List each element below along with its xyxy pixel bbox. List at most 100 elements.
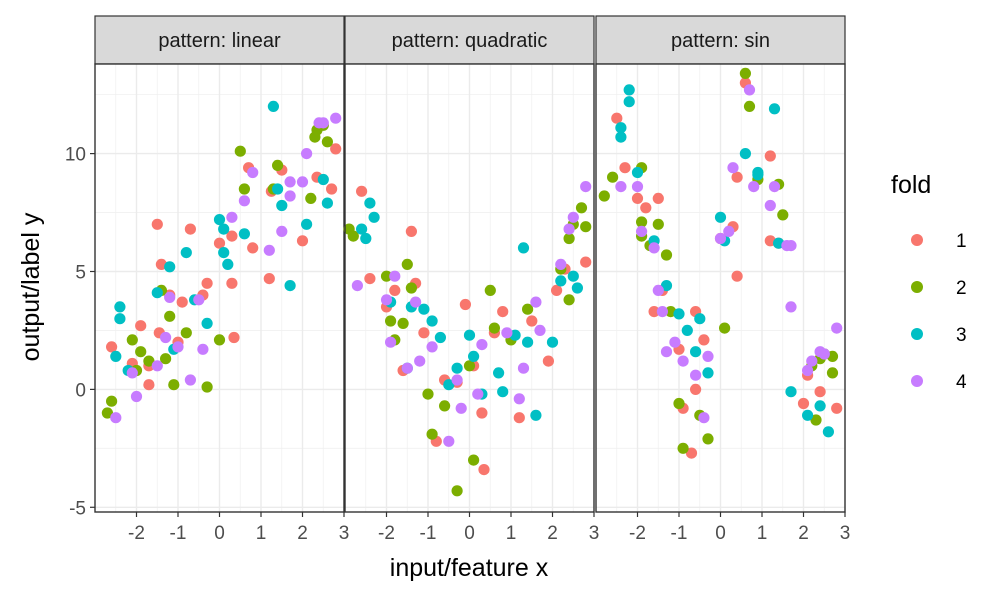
data-point (135, 346, 147, 358)
data-point (418, 327, 430, 339)
data-point (546, 336, 559, 348)
data-point (631, 166, 644, 179)
data-point (810, 414, 822, 426)
x-tick-label: 3 (840, 523, 851, 544)
data-point (106, 395, 118, 407)
data-point (222, 258, 234, 270)
data-point (443, 379, 455, 391)
x-tick-label: -1 (671, 523, 688, 544)
data-point (631, 181, 644, 193)
data-point (615, 131, 627, 143)
data-point (517, 242, 530, 254)
data-point (238, 228, 250, 240)
data-point (151, 360, 163, 372)
data-point (530, 296, 542, 308)
data-point (405, 282, 417, 294)
data-point (226, 211, 238, 223)
data-point (426, 341, 438, 353)
data-point (267, 100, 279, 112)
data-point (172, 341, 184, 353)
data-point (484, 284, 496, 296)
data-point (826, 367, 839, 379)
data-point (677, 442, 689, 454)
data-point (168, 379, 180, 391)
data-point (410, 296, 422, 308)
data-point (831, 322, 843, 334)
data-point (238, 183, 250, 195)
data-point (719, 322, 731, 334)
data-point (563, 294, 575, 306)
data-point (364, 273, 376, 285)
data-point (301, 148, 313, 160)
data-point (397, 317, 409, 329)
legend-entry: 3 (911, 325, 967, 346)
x-tick-label: 1 (506, 523, 517, 544)
legend-entry: 2 (911, 278, 967, 299)
data-point (228, 331, 240, 344)
x-tick-label: 0 (464, 523, 475, 544)
data-point (151, 218, 163, 230)
data-point (296, 176, 309, 188)
data-point (317, 173, 329, 186)
data-point (522, 303, 534, 315)
data-point (652, 192, 664, 204)
data-point (607, 171, 619, 183)
facet-strip-label: pattern: sin (671, 30, 770, 52)
data-point (385, 336, 397, 348)
data-point (764, 150, 776, 162)
x-tick-label: 2 (547, 523, 558, 544)
data-point (418, 303, 430, 315)
data-point (321, 136, 333, 148)
data-point (623, 84, 635, 96)
data-point (814, 386, 826, 398)
data-point (615, 122, 627, 134)
facet-strip-label: pattern: linear (158, 30, 281, 52)
data-point (368, 211, 380, 223)
data-point (405, 225, 417, 237)
data-point (263, 244, 275, 256)
data-point (234, 145, 246, 157)
data-point (831, 402, 843, 414)
data-point (272, 159, 284, 171)
y-tick-label: 10 (65, 145, 86, 166)
x-tick-label: -1 (420, 523, 437, 544)
x-tick-label: 2 (798, 523, 809, 544)
data-point (806, 355, 818, 367)
data-point (702, 433, 714, 445)
data-point (218, 247, 230, 259)
data-point (455, 402, 467, 414)
data-point (151, 287, 163, 299)
data-point (681, 324, 693, 336)
data-point (296, 235, 309, 247)
x-tick-label: 1 (256, 523, 267, 544)
data-point (356, 223, 368, 235)
data-point (247, 166, 259, 179)
data-point (522, 336, 534, 348)
data-point (143, 355, 155, 367)
data-point (101, 407, 113, 419)
data-point (513, 412, 525, 424)
data-point (743, 100, 756, 112)
data-point (814, 400, 826, 412)
data-point (380, 294, 393, 306)
legend-key (911, 234, 923, 246)
data-point (785, 301, 797, 313)
data-point (317, 117, 329, 129)
data-point (777, 209, 789, 221)
data-point (673, 308, 685, 320)
data-point (731, 171, 743, 183)
data-point (580, 221, 592, 233)
data-point (517, 362, 530, 374)
data-point (463, 360, 476, 372)
y-tick-label: 5 (75, 262, 86, 283)
data-point (685, 447, 698, 459)
data-point (497, 306, 509, 318)
data-point (180, 247, 192, 259)
data-point (468, 454, 480, 466)
data-point (768, 103, 781, 115)
data-point (818, 348, 830, 360)
data-point (785, 386, 797, 398)
data-point (360, 232, 372, 245)
data-point (723, 225, 735, 237)
legend-key (911, 281, 923, 293)
